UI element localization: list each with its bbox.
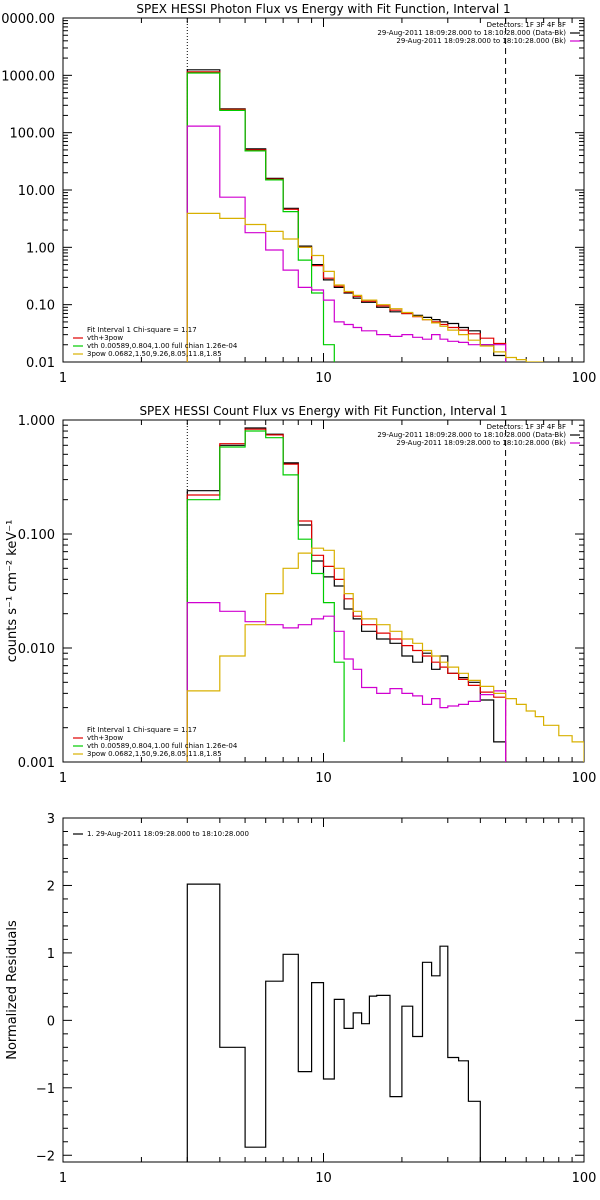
legend-entry: 3pow 0.0682,1.50,9.26,8.05,11.8,1.85	[87, 350, 222, 358]
legend-entry: Fit Interval 1 Chi-square = 1.17	[87, 326, 197, 334]
series-data-line	[186, 69, 507, 362]
series-pow-line	[186, 547, 584, 762]
x-tick-label: 1	[59, 771, 67, 786]
y-tick-label: 0.10	[26, 299, 55, 314]
legend-entry: vth 0.00589,0.804,1.00 full chian 1.26e-…	[87, 342, 238, 350]
y-tick-label: 0.100	[18, 528, 55, 543]
y-tick-label: 0.01	[26, 356, 55, 371]
series-data-line	[186, 427, 507, 762]
x-tick-label: 1	[59, 1171, 67, 1186]
legend-entry: 29-Aug-2011 18:09:28.000 to 18:10:28.000…	[377, 431, 566, 439]
legend-entry: Fit Interval 1 Chi-square = 1.17	[87, 726, 197, 734]
series-fit-line	[186, 428, 507, 762]
legend-entry: 3pow 0.0682,1.50,9.26,8.05,11.8,1.85	[87, 750, 222, 758]
y-tick-label: −2	[36, 1149, 55, 1164]
series-bk-line	[186, 125, 507, 362]
series-bk-line	[186, 602, 507, 762]
panel-3: 1 10 100 −2 −1 0 1 2 3 Normalized Residuals 1. 29-…	[5, 812, 596, 1186]
legend-entry: 1. 29-Aug-2011 18:09:28.000 to 18:10:28.…	[87, 830, 249, 838]
y-tick-label: 10.00	[18, 184, 55, 199]
y-tick-label: 0.001	[18, 756, 55, 771]
legend-entry: vth 0.00589,0.804,1.00 full chian 1.26e-…	[87, 742, 238, 750]
legend-entry: 29-Aug-2011 18:09:28.000 to 18:10:28.000…	[377, 29, 566, 37]
y-tick-label: 0.010	[18, 642, 55, 657]
x-tick-label: 10	[315, 771, 332, 786]
x-tick-label: 1	[59, 371, 67, 386]
y-tick-label: 1.000	[18, 414, 55, 429]
series-pow-line	[186, 212, 544, 362]
y-tick-label: 100.00	[10, 127, 56, 142]
x-tick-label: 10	[315, 1171, 332, 1186]
legend-entry: 29-Aug-2011 18:09:28.000 to 18:10:28.000…	[396, 439, 566, 447]
y-tick-label: 2	[47, 879, 55, 894]
y-tick-label: 1000.00	[1, 69, 55, 84]
series-vth-line	[186, 72, 335, 362]
x-tick-label: 100	[572, 371, 597, 386]
y-tick-label: 0	[47, 1014, 55, 1029]
chart-title: SPEX HESSI Photon Flux vs Energy with Fi…	[136, 2, 510, 16]
chart-title: SPEX HESSI Count Flux vs Energy with Fit…	[139, 404, 507, 418]
x-tick-label: 100	[572, 1171, 597, 1186]
y-tick-label: 1	[47, 947, 55, 962]
y-tick-label: 3	[47, 812, 55, 827]
y-tick-label: −1	[36, 1082, 55, 1097]
legend-entry: Detectors: 1F 3F 4F 8F	[487, 21, 566, 29]
legend-entry: vth+3pow	[87, 734, 123, 742]
y-tick-label: 1.00	[26, 241, 55, 256]
series-resid-line	[186, 883, 506, 1162]
y-axis-label: counts s⁻¹ cm⁻² keV⁻¹	[5, 520, 20, 663]
y-tick-label: 0000.00	[1, 12, 55, 27]
series-vth-line	[186, 430, 345, 762]
legend-entry: vth+3pow	[87, 334, 123, 342]
panel-1: SPEX HESSI Photon Flux vs Energy with Fi…	[1, 2, 596, 386]
y-axis-label: Normalized Residuals	[5, 920, 20, 1060]
panel-2: SPEX HESSI Count Flux vs Energy with Fit…	[5, 404, 596, 786]
series-fit-line	[186, 71, 507, 362]
legend-entry: Detectors: 1F 3F 4F 8F	[487, 423, 566, 431]
x-tick-label: 100	[572, 771, 597, 786]
legend-entry: 29-Aug-2011 18:09:28.000 to 18:10:28.000…	[396, 37, 566, 45]
x-tick-label: 10	[315, 371, 332, 386]
